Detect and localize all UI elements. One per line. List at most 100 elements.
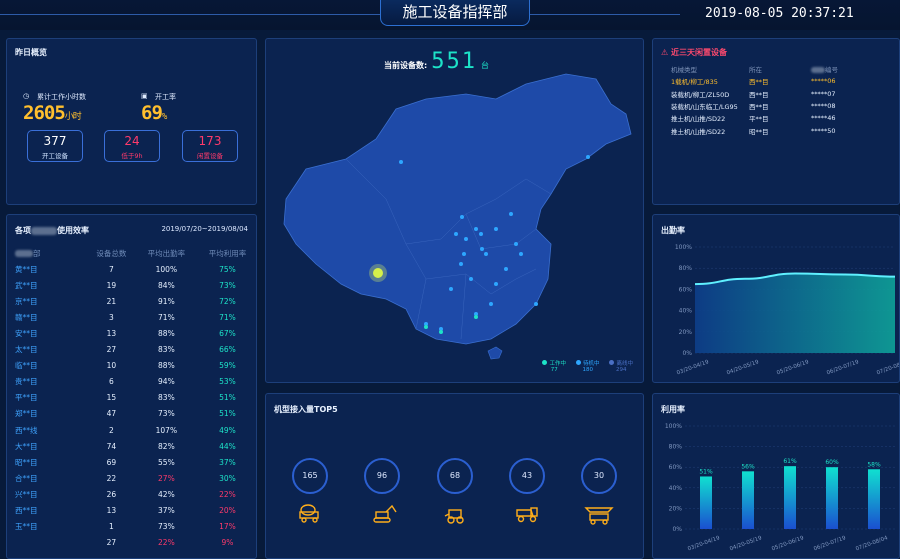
top5-count: 165 [292,458,328,494]
table-row[interactable]: 西**线 2 107% 49% [7,422,256,438]
device-dot [484,252,488,256]
legend-label: 工作中 [549,361,566,367]
device-dot [474,227,478,231]
table-row[interactable]: 玉**目 1 73% 17% [7,519,256,535]
table-row[interactable]: 郑**目 47 73% 51% [7,406,256,422]
province-border [415,278,427,330]
province-border [405,243,537,295]
row-cell: 100% [155,264,178,274]
table-row[interactable]: 贵**目 6 94% 53% [7,374,256,390]
row-cell: 22 [106,473,117,483]
table-row[interactable]: 黄**目 7 100% 75% [7,261,256,277]
row-cell: 66% [219,345,236,355]
table-row[interactable]: 兴**目 26 42% 22% [7,486,256,502]
overview-title: 昨日概览 [15,48,47,57]
row-name: 贵**目 [15,377,38,387]
table-row[interactable]: 武**目 19 84% 73% [7,277,256,293]
x-tick-label: 06/20-07/19 [826,359,860,376]
row-cell: 西**目 [749,103,769,112]
table-row[interactable]: 推土机/山推/SD22 平**目 *****46 [659,112,895,124]
date-range: 2019/07/20~2019/08/04 [161,225,248,233]
row-cell: 27 [106,345,117,355]
data-label: 60% [825,459,839,466]
legend-item[interactable]: 工作中 77 [542,359,566,373]
device-dot [462,252,466,256]
efficiency-table: 部 设备总数 平均出勤率 平均利用率 黄**目 7 100% 75% 武**目 19 84%… [7,245,256,551]
legend-value: 180 [582,367,593,373]
top5-count: 43 [509,458,545,494]
table-row[interactable]: 赣**目 3 71% 71% [7,309,256,325]
device-count-label: 当前设备数: [384,61,428,70]
table-row[interactable]: 装载机/山东临工/LG95 西**目 *****08 [659,100,895,112]
row-cell: 88% [158,329,175,339]
row-cell: 74 [106,441,117,451]
row-cell: 55% [158,457,175,467]
table-row[interactable]: 推土机/山推/SD22 昭**目 *****50 [659,124,895,136]
utilization-chart: 0% 20% 40% 60% 80% 100% 51% 03/20-04/19 56% 04/20… [665,423,895,552]
y-tick-label: 0% [682,350,692,357]
attendance-title: 出勤率 [661,226,685,235]
row-cell: 91% [158,296,175,306]
table-row[interactable]: 装载机/柳工/ZL50D 西**目 *****07 [659,88,895,100]
row-cell: 9% [221,538,234,548]
bar [826,467,838,529]
row-name: 赣**目 [15,312,38,322]
table-row[interactable]: 京**目 21 91% 72% [7,293,256,309]
table-row[interactable]: 合**目 22 27% 30% [7,470,256,486]
table-row[interactable]: 27 22% 9% [7,535,256,551]
table-row[interactable]: 昭**目 69 55% 37% [7,454,256,470]
legend-dot [609,360,615,365]
row-cell: 51% [219,409,236,419]
clock-icon: ◷ [23,92,30,100]
row-cell: 30% [219,473,236,483]
row-cell: 1 [109,522,114,532]
machine-icons [299,504,614,525]
row-cell: 19 [106,280,117,290]
china-map[interactable] [266,39,644,383]
legend-item[interactable]: 待机中 180 [575,359,599,373]
row-cell: 22% [158,538,175,548]
row-cell: 27% [158,473,175,483]
legend-item[interactable]: 离线中 294 [609,359,633,373]
row-cell: 75% [219,264,236,274]
table-row[interactable]: 大**目 74 82% 44% [7,438,256,454]
table-row[interactable]: 安**目 13 88% 67% [7,325,256,341]
idle-panel: ⚠ 近三天闲置设备 机械类型 所在 编号 1载机/柳工/835 西**目 *****… [652,38,900,205]
device-dot [494,227,498,231]
table-row[interactable]: 临**目 10 88% 59% [7,358,256,374]
device-dot [399,160,403,164]
row-name: 西**线 [15,425,38,435]
row-cell: 17% [219,522,236,532]
row-cell: 平**目 [749,115,769,124]
table-header: 部 设备总数 平均出勤率 平均利用率 [7,245,256,261]
device-dot [479,232,483,236]
device-dot [504,267,508,271]
row-name: 大**目 [15,441,38,451]
row-cell: 装载机/柳工/ZL50D [671,90,730,99]
device-count: 当前设备数: 551 台 [384,49,489,74]
y-tick-label: 0% [672,526,682,533]
table-row[interactable]: 太**目 27 83% 66% [7,342,256,358]
device-dot [474,315,478,319]
device-count-value: 551 [431,49,477,74]
y-tick-label: 40% [679,308,693,315]
row-cell: 83% [158,393,175,403]
idle-equipment-box[interactable]: 173 闲置设备 [182,130,238,162]
table-row[interactable]: 平**目 15 83% 51% [7,390,256,406]
map-panel: 当前设备数: 551 台 工作中 77 待机中 180 离线中 294 [265,38,644,383]
active-equipment-box[interactable]: 377 开工设备 [27,130,83,162]
row-cell: 昭**目 [749,127,769,136]
province-border [460,273,467,340]
table-row[interactable]: 1载机/柳工/835 西**目 *****06 [659,75,895,87]
redacted-text [31,226,57,235]
row-cell: 西**目 [749,90,769,99]
loader-icon [444,509,464,524]
x-tick-label: 03/20-04/19 [676,359,710,376]
table-row[interactable]: 西**目 13 37% 20% [7,503,256,519]
y-tick-label: 80% [679,265,693,272]
below-9h-box[interactable]: 24 低于9h [104,130,160,162]
row-cell: 67% [219,329,236,339]
device-dot [480,247,484,251]
device-dot [424,322,428,326]
device-dot [534,302,538,306]
